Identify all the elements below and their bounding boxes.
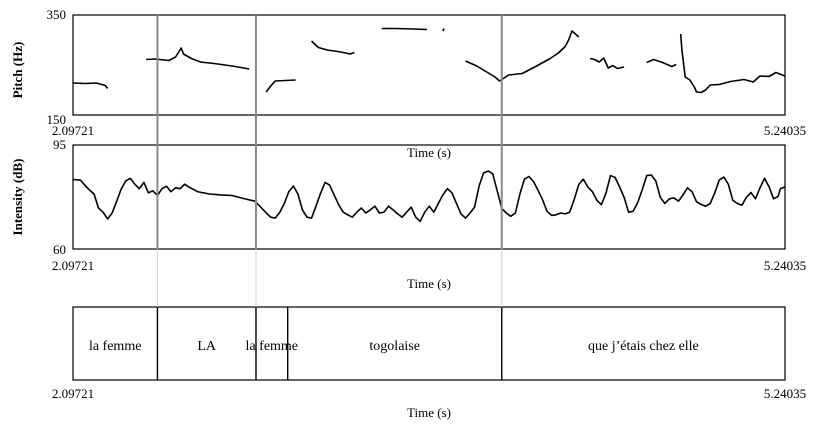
pitch-segment-6	[442, 28, 445, 32]
pitch-segment-10	[679, 33, 786, 94]
pitch-time-label: Time (s)	[407, 145, 451, 160]
word-label-1: la femme	[89, 339, 141, 354]
word-label-2: LA	[197, 339, 217, 354]
intensity-xtick-start: 2.09721	[52, 258, 94, 273]
pitch-segment-3	[265, 79, 296, 93]
pitch-xtick-end: 5.24035	[764, 123, 806, 138]
pitch-frame	[72, 14, 786, 116]
tier-time-label: Time (s)	[407, 405, 451, 420]
word-label-4: togolaise	[369, 339, 420, 354]
boundary-lines	[156, 15, 503, 307]
pitch-segment-1	[72, 82, 109, 89]
pitch-segment-2	[146, 47, 250, 70]
intensity-contour	[72, 170, 786, 223]
pitch-segment-4	[310, 40, 355, 55]
pitch-ytick-max: 350	[47, 7, 67, 22]
intensity-panel: 95 60 Intensity (dB) 2.09721 5.24035 Tim…	[10, 137, 806, 291]
intensity-ytick-min: 60	[53, 242, 66, 257]
pitch-panel: 350 150 Pitch (Hz) 2.09721 5.24035 Time …	[10, 7, 806, 160]
pitch-segment-9	[646, 58, 677, 68]
pitch-xtick-start: 2.09721	[52, 123, 94, 138]
pitch-ytick-min: 150	[47, 112, 67, 127]
tier-xtick-start: 2.09721	[52, 386, 94, 401]
tier-xtick-end: 5.24035	[764, 386, 806, 401]
word-tier: la femme LA la femme togolaise que j’étais c…	[52, 306, 806, 420]
intensity-curve	[72, 170, 786, 223]
intensity-frame	[72, 144, 786, 250]
intensity-axis-label: Intensity (dB)	[10, 159, 25, 236]
word-intervals: la femme LA la femme togolaise que j’étais c…	[89, 307, 699, 380]
word-tier-frame	[72, 306, 786, 381]
pitch-contour	[72, 27, 786, 94]
pitch-segment-8	[589, 57, 625, 70]
pitch-axis-label: Pitch (Hz)	[10, 42, 25, 99]
word-label-5: que j’étais chez elle	[588, 339, 699, 354]
intensity-ytick-max: 95	[53, 137, 66, 152]
intensity-xtick-end: 5.24035	[764, 258, 806, 273]
pitch-segment-7	[465, 30, 580, 82]
word-label-3: la femme	[246, 339, 298, 354]
intensity-time-label: Time (s)	[407, 276, 451, 291]
pitch-segment-5	[381, 27, 428, 31]
